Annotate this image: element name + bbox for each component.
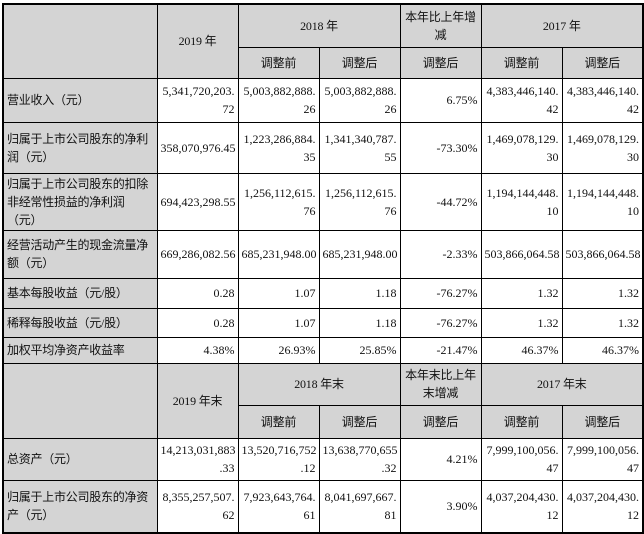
value-2017-before: 46.37%	[480, 336, 563, 364]
value-2019: 4.38%	[156, 336, 239, 364]
value-2017-before: 503,866,064.58	[480, 229, 563, 279]
value-2017-after: 4,037,204,430. 12	[561, 479, 644, 534]
col-header-2017: 2017 年	[480, 3, 644, 48]
report-page: 2019 年 2018 年 本年比上年增 减 2017 年 调整前 调整后 调整…	[2, 3, 644, 534]
value-2018-after: 5,003,882,888. 26	[318, 77, 401, 123]
value-2019: 694,423,298.55	[156, 172, 239, 231]
value-yoy-change: 3.90%	[399, 479, 482, 534]
col-header-2018-end: 2018 年末	[237, 362, 401, 406]
col-header-2019-end: 2019 年末	[156, 362, 239, 439]
subheader-change-adjusted-after: 调整后	[399, 404, 482, 439]
value-2019: 8,355,257,507. 62	[156, 479, 239, 534]
value-2017-before: 1.32	[480, 277, 563, 309]
value-yoy-change: 4.21%	[399, 437, 482, 481]
metric-label: 经营活动产生的现金流量净 额（元）	[2, 229, 158, 279]
subheader-change-adjusted-after: 调整后	[399, 46, 482, 79]
subheader-2018-adjusted-before: 调整前	[237, 404, 320, 439]
row-diluted-eps: 稀释每股收益（元/股） 0.28 1.07 1.18 -76.27% 1.32 …	[2, 307, 644, 338]
subheader-2017-adjusted-before: 调整前	[480, 46, 563, 79]
value-2017-after: 1,194,144,448. 10	[561, 172, 644, 231]
value-2018-before: 685,231,948.00	[237, 229, 320, 279]
row-operating-revenue: 营业收入（元） 5,341,720,203. 72 5,003,882,888.…	[2, 77, 644, 123]
row-weighted-average-roe: 加权平均净资产收益率 4.38% 26.93% 25.85% -21.47% 4…	[2, 336, 644, 364]
value-2019: 14,213,031,883 .33	[156, 437, 239, 481]
row-net-profit-excl-nonrecurring: 归属于上市公司股东的扣除 非经常性损益的净利润（元） 694,423,298.5…	[2, 172, 644, 231]
value-2018-before: 1,223,286,884. 35	[237, 121, 320, 174]
metric-label: 稀释每股收益（元/股）	[2, 307, 158, 338]
value-2019: 5,341,720,203. 72	[156, 77, 239, 123]
annual-header-row: 2019 年 2018 年 本年比上年增 减 2017 年	[2, 3, 644, 79]
value-2018-before: 5,003,882,888. 26	[237, 77, 320, 123]
annual-subheader-row: 调整前 调整后 调整后 调整前 调整后	[3, 46, 644, 79]
value-2017-after: 1,469,078,129. 30	[561, 121, 644, 174]
col-header-2019: 2019 年	[156, 3, 239, 79]
value-2017-before: 1,194,144,448. 10	[480, 172, 563, 231]
value-2018-before: 1,256,112,615. 76	[237, 172, 320, 231]
value-2017-before: 7,999,100,056. 47	[480, 437, 563, 481]
value-2019: 0.28	[156, 307, 239, 338]
metric-label: 归属于上市公司股东的净资 产（元）	[2, 479, 158, 534]
value-2019: 0.28	[156, 277, 239, 309]
row-net-profit-attributable: 归属于上市公司股东的净利 润（元） 358,070,976.45 1,223,2…	[2, 121, 644, 174]
value-yoy-change: -76.27%	[399, 277, 482, 309]
value-yoy-change: -73.30%	[399, 121, 482, 174]
value-2017-after: 1.32	[561, 277, 644, 309]
value-2017-after: 503,866,064.58	[561, 229, 644, 279]
financial-highlights-table: 2019 年 2018 年 本年比上年增 减 2017 年 调整前 调整后 调整…	[2, 3, 644, 534]
value-yoy-change: -76.27%	[399, 307, 482, 338]
value-yoy-change: -2.33%	[399, 229, 482, 279]
metric-label: 加权平均净资产收益率	[2, 336, 158, 364]
value-2017-before: 4,037,204,430. 12	[480, 479, 563, 534]
value-2018-after: 8,041,697,667. 81	[318, 479, 401, 534]
subheader-2018-adjusted-before: 调整前	[237, 46, 320, 79]
subheader-2018-adjusted-after: 调整后	[318, 404, 401, 439]
value-2019: 669,286,082.56	[156, 229, 239, 279]
row-total-assets: 总资产（元） 14,213,031,883 .33 13,520,716,752…	[2, 437, 644, 481]
value-2018-after: 1,341,340,787. 55	[318, 121, 401, 174]
value-2018-after: 25.85%	[318, 336, 401, 364]
value-2018-after: 1.18	[318, 307, 401, 338]
value-2018-after: 1,256,112,615. 76	[318, 172, 401, 231]
metric-label: 归属于上市公司股东的扣除 非经常性损益的净利润（元）	[2, 172, 158, 231]
metric-label: 归属于上市公司股东的净利 润（元）	[2, 121, 158, 174]
value-2018-before: 1.07	[237, 277, 320, 309]
value-2017-after: 4,383,446,140. 42	[561, 77, 644, 123]
value-2018-before: 1.07	[237, 307, 320, 338]
row-net-assets-attributable: 归属于上市公司股东的净资 产（元） 8,355,257,507. 62 7,92…	[2, 479, 644, 534]
row-basic-eps: 基本每股收益（元/股） 0.28 1.07 1.18 -76.27% 1.32 …	[2, 277, 644, 309]
value-2018-before: 13,520,716,752 .12	[237, 437, 320, 481]
subheader-2017-adjusted-after: 调整后	[561, 404, 644, 439]
row-operating-cash-flow: 经营活动产生的现金流量净 额（元） 669,286,082.56 685,231…	[2, 229, 644, 279]
corner-blank-cell	[2, 362, 158, 439]
value-yoy-change: -44.72%	[399, 172, 482, 231]
value-2017-after: 46.37%	[561, 336, 644, 364]
metric-label: 营业收入（元）	[2, 77, 158, 123]
yearend-header-row: 2019 年末 2018 年末 本年末比上年 末增减 2017 年末	[2, 362, 644, 439]
value-2017-before: 1.32	[480, 307, 563, 338]
metric-label: 基本每股收益（元/股）	[2, 277, 158, 309]
corner-blank-cell	[2, 3, 158, 79]
value-2017-before: 1,469,078,129. 30	[480, 121, 563, 174]
value-2017-before: 4,383,446,140. 42	[480, 77, 563, 123]
subheader-2017-adjusted-before: 调整前	[480, 404, 563, 439]
col-header-yearend-change: 本年末比上年 末增减	[399, 362, 482, 406]
value-2018-after: 1.18	[318, 277, 401, 309]
col-header-2018: 2018 年	[237, 3, 401, 48]
subheader-2018-adjusted-after: 调整后	[318, 46, 401, 79]
value-2018-after: 685,231,948.00	[318, 229, 401, 279]
metric-label: 总资产（元）	[2, 437, 158, 481]
subheader-2017-adjusted-after: 调整后	[561, 46, 644, 79]
col-header-2017-end: 2017 年末	[480, 362, 644, 406]
value-2019: 358,070,976.45	[156, 121, 239, 174]
value-2017-after: 1.32	[561, 307, 644, 338]
value-2018-before: 26.93%	[237, 336, 320, 364]
value-2018-after: 13,638,770,655 .32	[318, 437, 401, 481]
value-yoy-change: -21.47%	[399, 336, 482, 364]
value-2017-after: 7,999,100,056. 47	[561, 437, 644, 481]
value-2018-before: 7,923,643,764. 61	[237, 479, 320, 534]
col-header-yoy-change: 本年比上年增 减	[399, 3, 482, 48]
value-yoy-change: 6.75%	[399, 77, 482, 123]
yearend-subheader-row: 调整前 调整后 调整后 调整前 调整后	[3, 404, 644, 439]
